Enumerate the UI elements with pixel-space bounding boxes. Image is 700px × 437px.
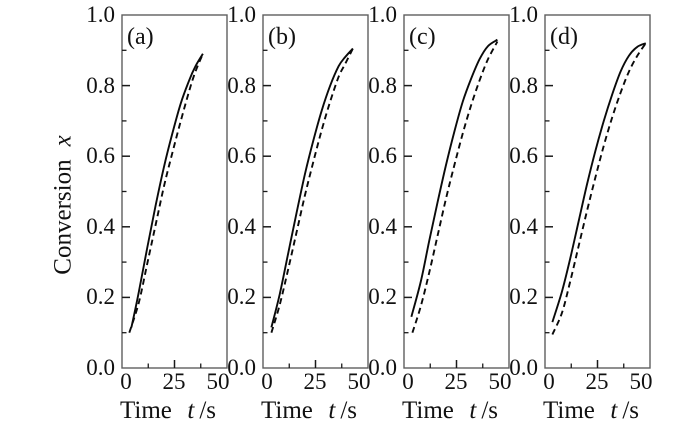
axis-box-(a) — [121, 14, 228, 369]
dashed-curve — [411, 41, 499, 333]
x-tick-label: 50 — [488, 369, 512, 394]
y-tick-label: 1.0 — [86, 2, 115, 27]
y-tick-label: 0.8 — [509, 72, 538, 98]
x-tick-label: 0 — [402, 369, 414, 394]
x-tick-label: 0 — [120, 369, 132, 394]
panel-label-c: (c) — [409, 24, 436, 50]
y-tick-label: 0.6 — [509, 143, 538, 169]
x-tick-label: 25 — [444, 369, 468, 394]
x-axis-title-text: Time — [261, 397, 313, 424]
solid-curve — [410, 38, 498, 318]
x-axis-title-b: Time t/s — [261, 397, 357, 424]
panel-label-d: (d) — [550, 24, 578, 50]
solid-curve — [270, 47, 354, 328]
panel-label-b: (b) — [268, 24, 296, 50]
y-tick-label: 0.4 — [227, 213, 256, 239]
y-tick-label: 0.0 — [86, 355, 115, 380]
y-tick-label: 0.0 — [227, 355, 256, 380]
x-axis-title-symbol: t/s — [610, 397, 639, 424]
x-tick-label: 0 — [261, 369, 273, 394]
x-axis-title-text: Time — [543, 397, 595, 424]
x-tick-label: 25 — [303, 369, 327, 394]
x-axis-title-d: Time t/s — [543, 397, 639, 424]
x-tick-label: 0 — [543, 369, 555, 394]
y-tick-label: 1.0 — [227, 2, 256, 27]
y-tick-label: 0.8 — [86, 72, 115, 98]
panel-label-a: (a) — [127, 24, 154, 50]
dashed-curve — [128, 53, 204, 333]
y-tick-label: 1.0 — [509, 2, 538, 27]
y-tick-label: 0.2 — [227, 284, 256, 310]
y-tick-label: 0.0 — [368, 355, 397, 380]
y-tick-label: 1.0 — [368, 2, 397, 27]
x-axis-title-symbol: t/s — [469, 397, 498, 424]
y-tick-label: 0.6 — [86, 143, 115, 169]
solid-curve — [130, 53, 204, 328]
x-axis-title-symbol: t/s — [187, 397, 216, 424]
dashed-curve — [270, 48, 354, 333]
y-tick-label: 0.4 — [509, 213, 538, 239]
y-tick-label: 0.4 — [86, 213, 115, 239]
y-tick-label: 0.4 — [368, 213, 397, 239]
axis-box-(c) — [403, 14, 510, 369]
y-tick-label: 0.6 — [368, 143, 397, 169]
y-tick-label: 0.0 — [509, 355, 538, 380]
x-axis-title-a: Time t/s — [120, 397, 216, 424]
x-tick-label: 50 — [206, 369, 230, 394]
x-tick-label: 50 — [347, 369, 371, 394]
x-tick-label: 25 — [585, 369, 609, 394]
x-axis-title-symbol: t/s — [328, 397, 357, 424]
y-tick-label: 0.2 — [86, 284, 115, 310]
y-tick-label: 0.8 — [368, 72, 397, 98]
axis-box-(b) — [262, 14, 369, 369]
solid-curve — [551, 42, 647, 323]
x-tick-label: 50 — [629, 369, 653, 394]
y-tick-label: 0.8 — [227, 72, 256, 98]
dashed-curve — [551, 42, 647, 335]
y-tick-label: 0.6 — [227, 143, 256, 169]
x-tick-label: 25 — [162, 369, 186, 394]
y-tick-label: 0.2 — [509, 284, 538, 310]
x-axis-title-text: Time — [120, 397, 172, 424]
x-axis-title-c: Time t/s — [402, 397, 498, 424]
y-tick-label: 0.2 — [368, 284, 397, 310]
x-axis-title-text: Time — [402, 397, 454, 424]
